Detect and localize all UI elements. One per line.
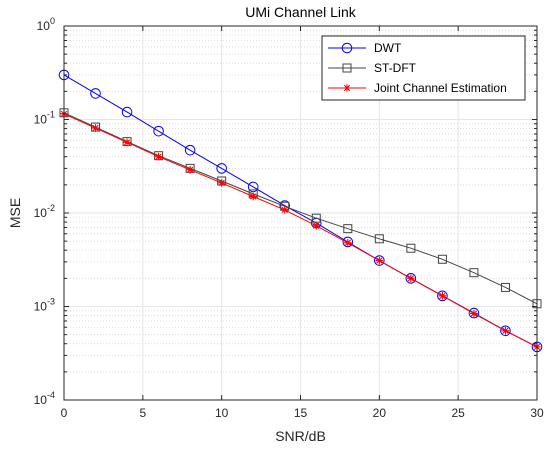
y-tick-label: 10-3	[34, 297, 55, 314]
data-point-joint-channel-estimation	[438, 292, 447, 300]
data-point-dwt	[374, 255, 385, 266]
legend-marker	[342, 63, 352, 73]
series-line-joint-channel-estimation	[63, 113, 538, 348]
y-tick-label: 10-1	[34, 110, 55, 127]
data-point-dwt	[121, 106, 133, 118]
grid	[63, 25, 538, 401]
data-point-joint-channel-estimation	[501, 326, 510, 335]
data-point-st-dft	[343, 224, 353, 234]
data-point-joint-channel-estimation	[375, 256, 384, 265]
x-tick-label: 5	[139, 406, 146, 420]
legend-marker	[343, 84, 351, 92]
data-point-st-dft	[437, 254, 447, 264]
data-point-dwt	[405, 273, 417, 284]
data-point-joint-channel-estimation	[280, 206, 289, 214]
x-tick-label: 10	[215, 406, 229, 420]
data-point-joint-channel-estimation	[407, 274, 415, 283]
data-point-dwt	[184, 144, 196, 156]
data-point-st-dft	[500, 282, 510, 292]
y-tick-label: 10-4	[34, 390, 55, 407]
legend-label: ST-DFT	[374, 61, 417, 75]
data-point-st-dft	[374, 234, 384, 244]
data-point-joint-channel-estimation	[470, 309, 478, 318]
x-tick-label: 30	[530, 406, 544, 420]
legend-label: Joint Channel Estimation	[374, 81, 507, 95]
legend-marker	[341, 42, 353, 54]
x-tick-label: 25	[451, 406, 465, 420]
x-tick-label: 0	[61, 406, 68, 420]
data-point-st-dft	[469, 268, 479, 278]
data-point-dwt	[247, 181, 259, 193]
legend-label: DWT	[374, 41, 402, 55]
data-point-dwt	[342, 236, 354, 248]
data-point-dwt	[468, 307, 480, 319]
series-line-st-dft	[63, 112, 538, 305]
y-axis-label: MSE	[7, 198, 23, 228]
data-point-joint-channel-estimation	[154, 152, 163, 161]
y-tick-label: 10-2	[34, 203, 55, 220]
legend: DWT ST-DFT Joint Channel Estimation	[321, 35, 526, 101]
chart-title: UMi Channel Link	[245, 4, 356, 20]
x-tick-label: 20	[373, 406, 387, 420]
x-tick-label: 15	[294, 406, 308, 420]
axis-ticks: 0 5 10 15 20 25 30 10-4 10-3 10-2 10-1 100	[34, 16, 544, 420]
data-point-joint-channel-estimation	[249, 192, 257, 201]
data-point-dwt	[153, 125, 164, 137]
data-point-joint-channel-estimation	[312, 221, 321, 230]
data-point-dwt	[500, 325, 511, 337]
y-tick-label: 100	[37, 16, 55, 33]
data-point-dwt	[216, 163, 227, 174]
data-point-st-dft	[406, 243, 416, 253]
x-axis-label: SNR/dB	[275, 428, 326, 444]
data-point-joint-channel-estimation	[186, 165, 194, 174]
data-point-joint-channel-estimation	[344, 239, 352, 247]
series-group	[58, 69, 543, 353]
data-point-joint-channel-estimation	[123, 138, 131, 147]
data-point-dwt	[437, 290, 448, 302]
data-point-joint-channel-estimation	[91, 124, 100, 132]
data-point-dwt	[90, 88, 101, 99]
data-point-joint-channel-estimation	[217, 179, 226, 187]
